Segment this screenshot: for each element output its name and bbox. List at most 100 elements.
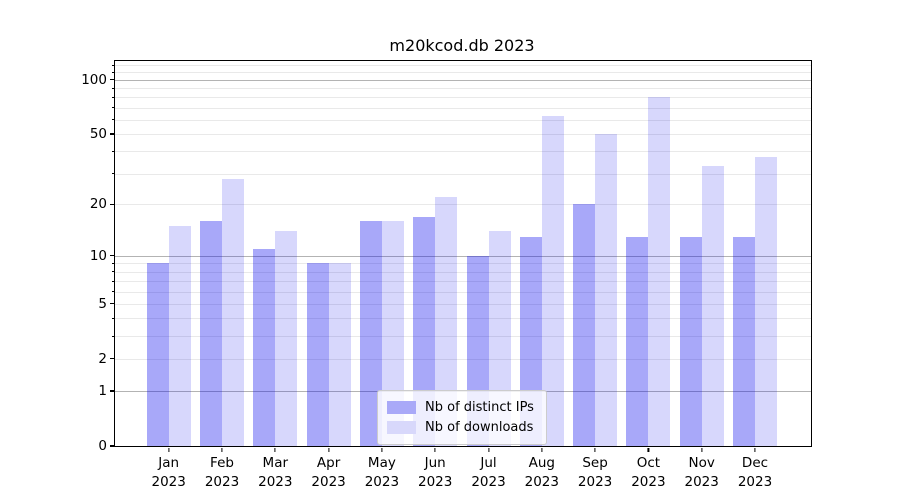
legend-row-downloads: Nb of downloads (387, 417, 537, 437)
y-tick-mark (110, 390, 115, 392)
x-tick-label-aug: Aug 2023 (524, 455, 559, 490)
y-minor-tick-mark (112, 96, 115, 98)
minor-gridline (115, 318, 811, 320)
y-tick-mark (110, 255, 115, 257)
x-tick-label-apr: Apr 2023 (311, 455, 346, 490)
plot-area: 0 1 2 5 10 20 50 100 Jan 2023 Feb 2023 Mar 2023 Apr 202… (81, 60, 812, 490)
x-tick-mark (434, 447, 436, 452)
legend-label-distinct-ips: Nb of distinct IPs (425, 399, 534, 415)
x-tick-mark (381, 447, 383, 452)
bar-jun-distinct-ips (413, 216, 436, 446)
bar-mar-distinct-ips (253, 248, 276, 446)
minor-gridline (115, 303, 811, 305)
bar-jan-downloads (168, 226, 191, 446)
y-minor-tick-mark (112, 107, 115, 109)
y-minor-tick-mark (112, 87, 115, 89)
minor-gridline (115, 336, 811, 337)
bar-may-downloads (381, 221, 404, 446)
x-tick-label-jul: Jul 2023 (471, 455, 506, 490)
bar-jun-downloads (435, 197, 458, 446)
bar-sep-downloads (595, 134, 618, 446)
x-tick-mark (328, 447, 330, 452)
bar-jan-distinct-ips (146, 263, 169, 446)
x-tick-mark (168, 447, 170, 452)
y-minor-tick-mark (112, 173, 115, 175)
y-tick-label: 2 (98, 350, 107, 367)
y-tick-mark (110, 445, 115, 447)
minor-gridline (115, 281, 811, 282)
bar-nov-distinct-ips (679, 236, 702, 446)
minor-gridline (115, 263, 811, 265)
y-minor-tick-mark (112, 150, 115, 152)
y-tick-label: 20 (89, 196, 107, 213)
minor-gridline (115, 151, 811, 153)
bar-oct-downloads (648, 97, 671, 446)
y-tick-label: 50 (89, 126, 107, 143)
bars-layer (115, 61, 811, 446)
bar-oct-distinct-ips (626, 236, 649, 446)
y-minor-tick-mark (112, 335, 115, 337)
bar-feb-distinct-ips (200, 221, 222, 446)
bar-aug-downloads (541, 116, 564, 446)
legend-row-distinct-ips: Nb of distinct IPs (387, 397, 537, 417)
y-tick-mark (110, 203, 115, 205)
y-tick-mark (110, 133, 115, 135)
bar-sep-distinct-ips (573, 204, 596, 446)
y-minor-tick-mark (112, 119, 115, 121)
chart-title: m20kcod.db 2023 (389, 36, 535, 55)
bar-nov-downloads (701, 166, 724, 446)
x-tick-label-feb: Feb 2023 (204, 455, 240, 490)
bar-dec-distinct-ips (733, 236, 755, 446)
x-tick-label-may: May 2023 (364, 455, 400, 490)
x-tick-label-jan: Jan 2023 (151, 455, 186, 490)
x-tick-mark (487, 447, 490, 452)
x-tick-mark (647, 447, 649, 452)
x-tick-label-nov: Nov 2023 (684, 455, 719, 490)
y-tick-label: 100 (81, 71, 107, 88)
x-tick-mark (274, 447, 276, 452)
x-tick-mark (541, 447, 543, 452)
legend-swatch-downloads (387, 420, 416, 434)
minor-gridline (115, 134, 811, 136)
bar-may-distinct-ips (359, 221, 382, 446)
y-tick-mark (110, 303, 115, 305)
x-tick-mark (221, 447, 223, 452)
y-tick-label: 10 (89, 247, 107, 264)
x-tick-label-oct: Oct 2023 (631, 455, 666, 490)
y-tick-label: 0 (98, 438, 107, 454)
minor-gridline (115, 65, 811, 67)
y-minor-tick-mark (112, 262, 115, 264)
x-tick-label-jun: Jun 2023 (418, 455, 453, 490)
legend-swatch-distinct-ips (387, 400, 416, 414)
minor-gridline (115, 173, 811, 175)
minor-gridline (115, 358, 811, 360)
x-tick-label-dec: Dec 2023 (737, 455, 773, 490)
minor-gridline (115, 204, 811, 206)
bar-apr-downloads (328, 263, 351, 446)
y-tick-label: 5 (98, 295, 107, 312)
minor-gridline (115, 72, 811, 74)
y-tick-mark (110, 358, 115, 360)
x-tick-mark (594, 447, 596, 452)
x-tick-mark (701, 447, 703, 452)
bar-mar-downloads (275, 231, 298, 446)
y-minor-tick-mark (112, 71, 115, 73)
legend-label-downloads: Nb of downloads (425, 419, 534, 435)
axes-layer: 0 1 2 5 10 20 50 100 Jan 2023 Feb 2023 Mar 2023 Apr 202… (81, 61, 811, 490)
bar-feb-downloads (222, 178, 244, 446)
minor-gridline (115, 119, 811, 121)
x-tick-label-sep: Sep 2023 (577, 455, 613, 490)
x-tick-label-mar: Mar 2023 (258, 455, 293, 490)
minor-gridline (115, 107, 811, 109)
legend: Nb of distinct IPs Nb of downloads (377, 390, 547, 445)
minor-gridline (115, 271, 811, 273)
x-tick-mark (754, 447, 756, 452)
bar-apr-distinct-ips (306, 263, 329, 446)
major-gridline (115, 255, 811, 257)
y-minor-tick-mark (112, 317, 115, 319)
y-tick-label: 1 (98, 383, 107, 399)
y-minor-tick-mark (112, 280, 115, 282)
bar-dec-downloads (755, 157, 777, 446)
minor-gridline (115, 88, 811, 90)
